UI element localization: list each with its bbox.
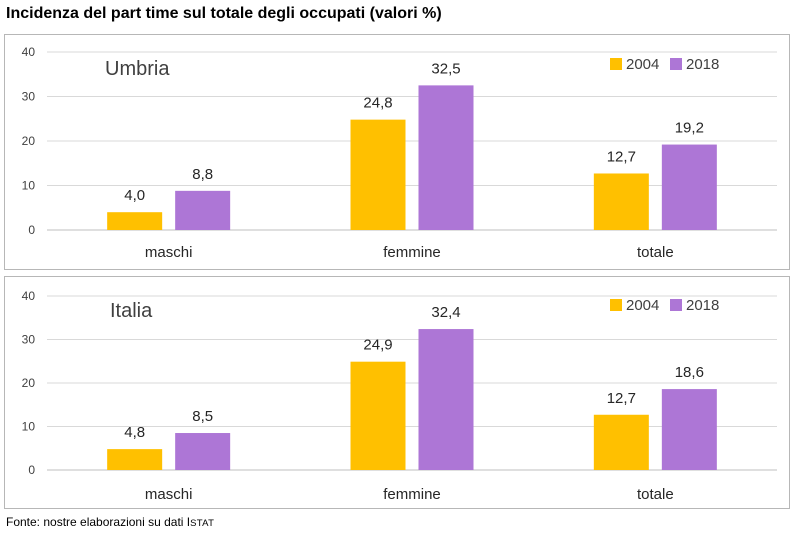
bar-2004-totale [593, 173, 649, 230]
source-note: Fonte: nostre elaborazioni su dati ISTAT [6, 515, 214, 529]
legend-swatch-2018 [670, 58, 682, 70]
chart-umbria: 0 10 20 30 40 4,0 8,8 maschi 24,8 32,5 femmine 12,7… [22, 45, 777, 261]
source-prefix: Fonte: nostre elaborazioni su dati [6, 515, 187, 529]
data-label: 24,9 [363, 337, 392, 354]
data-label: 4,0 [124, 187, 145, 204]
region-label: Umbria [105, 58, 170, 80]
data-label: 18,6 [675, 364, 704, 381]
legend-label: 2018 [686, 56, 719, 73]
legend-swatch-2004 [610, 299, 622, 311]
source-istat-rest: STAT [190, 518, 215, 529]
y-tick-label: 30 [22, 333, 36, 347]
chart-title: Incidenza del part time sul totale degli… [6, 5, 442, 22]
y-tick-label: 20 [22, 376, 36, 390]
data-label: 32,4 [431, 304, 460, 321]
category-label: femmine [383, 486, 441, 503]
data-label: 4,8 [124, 424, 145, 441]
y-tick-label: 40 [22, 45, 36, 59]
region-label: Italia [110, 300, 153, 322]
legend-label: 2004 [626, 56, 659, 73]
bar-2018-totale [661, 144, 717, 230]
category-label: totale [637, 244, 674, 261]
bar-2018-femmine [418, 329, 474, 470]
legend-label: 2018 [686, 297, 719, 314]
bar-2004-totale [593, 414, 649, 470]
bar-2018-femmine [418, 85, 474, 230]
chart-panel-umbria: 0 10 20 30 40 4,0 8,8 maschi 24,8 32,5 femmine 12,7… [4, 34, 790, 270]
data-label: 8,8 [192, 166, 213, 183]
legend-swatch-2018 [670, 299, 682, 311]
legend-label: 2004 [626, 297, 659, 314]
bar-2004-maschi [107, 449, 163, 470]
source-istat-initial: I [186, 515, 191, 529]
category-label: femmine [383, 244, 441, 261]
y-tick-label: 40 [22, 289, 36, 303]
y-tick-label: 10 [22, 179, 36, 193]
bar-2004-femmine [350, 119, 406, 230]
bar-2018-maschi [175, 190, 231, 230]
bar-2018-maschi [175, 433, 231, 470]
chart-italia: 0 10 20 30 40 4,8 8,5 maschi 24,9 32,4 femmine 12,7… [22, 289, 777, 503]
category-label: totale [637, 486, 674, 503]
bar-2004-maschi [107, 212, 163, 230]
chart-panel-italia: 0 10 20 30 40 4,8 8,5 maschi 24,9 32,4 femmine 12,7… [4, 276, 790, 509]
y-tick-label: 0 [28, 223, 35, 237]
bar-2004-femmine [350, 361, 406, 470]
y-tick-label: 10 [22, 420, 36, 434]
y-tick-label: 20 [22, 134, 36, 148]
legend-swatch-2004 [610, 58, 622, 70]
data-label: 24,8 [363, 95, 392, 112]
data-label: 12,7 [607, 390, 636, 407]
y-tick-label: 30 [22, 90, 36, 104]
data-label: 32,5 [431, 60, 460, 77]
category-label: maschi [145, 486, 193, 503]
data-label: 12,7 [607, 148, 636, 165]
y-tick-label: 0 [28, 463, 35, 477]
bar-2018-totale [661, 389, 717, 470]
category-label: maschi [145, 244, 193, 261]
data-label: 8,5 [192, 408, 213, 425]
data-label: 19,2 [675, 120, 704, 137]
